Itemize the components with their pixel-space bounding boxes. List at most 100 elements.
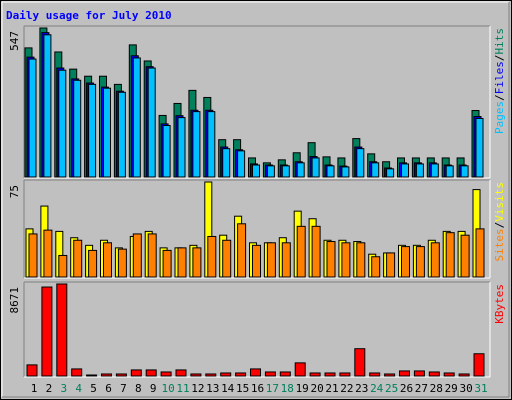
bar <box>88 83 97 178</box>
bar <box>147 67 156 178</box>
x-tick-label: 29 <box>445 382 458 395</box>
bar <box>445 232 455 278</box>
bar <box>177 247 187 278</box>
bar <box>266 242 276 278</box>
bar <box>415 163 424 178</box>
y-tick-label: 8671 <box>8 287 21 314</box>
bar <box>460 165 469 178</box>
legend-entry: KBytes <box>493 284 506 324</box>
x-tick-label: 11 <box>176 382 189 395</box>
bar <box>445 165 454 178</box>
bar <box>162 249 172 278</box>
bar <box>356 242 366 278</box>
bar <box>401 163 409 178</box>
x-tick-label: 26 <box>400 382 413 395</box>
legend-separator: / <box>493 55 506 62</box>
bar <box>473 353 485 377</box>
x-tick-label: 14 <box>221 382 235 395</box>
bar <box>324 372 336 377</box>
x-tick-label: 12 <box>191 382 204 395</box>
x-tick-label: 1 <box>31 382 38 395</box>
bar <box>401 246 410 278</box>
bar <box>252 244 261 278</box>
bar <box>296 225 306 278</box>
chart-title: Daily usage for July 2010 <box>6 9 172 22</box>
x-tick-label: 31 <box>474 382 487 395</box>
bar <box>413 370 425 377</box>
bar <box>326 241 336 278</box>
bar <box>145 369 157 377</box>
bar <box>339 372 351 377</box>
bar <box>101 373 112 377</box>
x-tick-label: 18 <box>281 382 294 395</box>
bar <box>220 372 232 377</box>
bar <box>354 348 366 377</box>
bar <box>475 117 484 178</box>
x-tick-label: 4 <box>75 382 82 395</box>
bar <box>162 125 171 178</box>
bar <box>26 364 38 377</box>
x-tick-label: 24 <box>370 382 384 395</box>
bar <box>130 369 142 377</box>
x-tick-label: 5 <box>90 382 97 395</box>
bar <box>43 34 52 178</box>
bar <box>369 372 381 377</box>
x-tick-label: 27 <box>415 382 428 395</box>
bar <box>71 368 83 377</box>
panel <box>24 282 490 377</box>
bar <box>311 225 321 278</box>
x-tick-label: 8 <box>135 382 142 395</box>
x-tick-label: 20 <box>310 382 323 395</box>
bar <box>384 373 396 377</box>
bar <box>175 369 187 377</box>
y-tick-label: 547 <box>8 31 21 51</box>
bar <box>279 371 291 377</box>
x-tick-label: 13 <box>206 382 219 395</box>
bar <box>117 248 127 278</box>
bar <box>264 371 276 377</box>
bar <box>341 166 350 178</box>
bar <box>309 372 321 377</box>
bar <box>430 163 439 178</box>
x-tick-label: 28 <box>430 382 443 395</box>
x-tick-label: 15 <box>236 382 249 395</box>
bar <box>341 242 351 278</box>
bar <box>117 91 126 178</box>
bar <box>132 57 141 178</box>
bar <box>222 239 232 278</box>
bar <box>386 252 396 278</box>
legend: Pages/Files/Hits <box>493 28 506 134</box>
bar <box>281 242 291 278</box>
bar <box>132 233 142 278</box>
x-tick-label: 22 <box>340 382 353 395</box>
x-tick-label: 9 <box>150 382 157 395</box>
bar <box>147 233 157 278</box>
x-tick-label: 23 <box>355 382 368 395</box>
bar <box>415 246 425 278</box>
bar <box>192 111 201 178</box>
bar <box>399 370 410 377</box>
bar <box>235 372 247 377</box>
bar <box>237 223 247 278</box>
bar <box>73 239 83 278</box>
legend: Sites/Visits <box>493 182 506 262</box>
legend-separator: / <box>493 94 506 101</box>
x-tick-label: 6 <box>105 382 112 395</box>
y-tick-label: 75 <box>8 185 21 198</box>
bar <box>326 165 335 178</box>
legend-entry: Pages <box>493 101 506 134</box>
x-tick-label: 16 <box>251 382 264 395</box>
legend-entry: Visits <box>493 182 506 222</box>
legend-entry: Hits <box>493 28 506 55</box>
x-tick-label: 7 <box>120 382 127 395</box>
bar <box>56 283 68 377</box>
bar <box>371 256 381 278</box>
bar <box>371 162 380 178</box>
bar <box>250 368 261 377</box>
x-tick-label: 17 <box>266 382 279 395</box>
bar <box>428 371 440 377</box>
bar <box>207 111 216 178</box>
bar <box>192 247 202 278</box>
bar <box>115 373 127 377</box>
